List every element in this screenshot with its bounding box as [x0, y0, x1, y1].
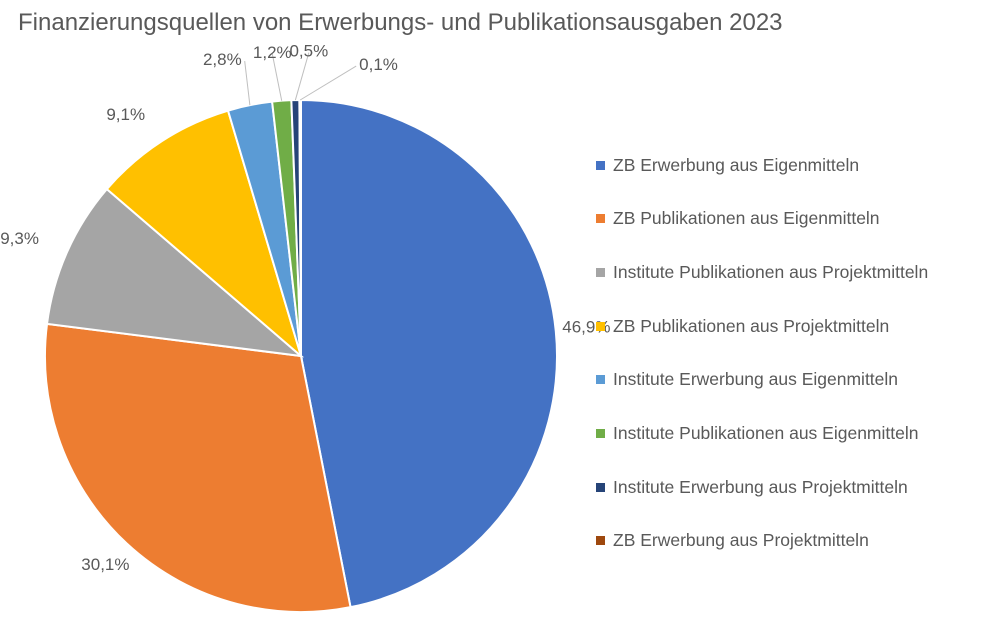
legend-swatch	[596, 321, 605, 331]
pie-slice-institute-publikationen-aus-projektmitteln	[45, 187, 305, 358]
legend-item-institute-erwerbung-aus-eigenmitteln: Institute Erwerbung aus Eigenmitteln	[596, 367, 928, 393]
legend: ZB Erwerbung aus Eigenmitteln ZB Publikat…	[596, 152, 928, 582]
legend-item-institute-erwerbung-aus-projektmitteln: Institute Erwerbung aus Projektmitteln	[596, 474, 928, 500]
data-label-institute-erwerbung-aus-eigenmitteln: 2,8%	[203, 50, 242, 69]
legend-label: Institute Erwerbung aus Eigenmitteln	[613, 369, 899, 390]
legend-label: Institute Erwerbung aus Projektmitteln	[613, 476, 908, 497]
legend-item-zb-erwerbung-aus-eigenmitteln: ZB Erwerbung aus Eigenmitteln	[596, 152, 928, 178]
data-label-institute-erwerbung-aus-projektmitteln: 0,5%	[289, 42, 328, 61]
legend-label: ZB Publikationen aus Eigenmitteln	[613, 208, 880, 229]
chart-title: Finanzierungsquellen von Erwerbungs- und…	[18, 9, 783, 36]
legend-swatch	[596, 267, 605, 277]
data-label-institute-publikationen-aus-projektmitteln: 9,3%	[0, 229, 39, 248]
legend-swatch	[596, 536, 605, 546]
legend-swatch	[596, 214, 605, 224]
legend-swatch	[596, 160, 605, 170]
legend-swatch	[596, 482, 605, 492]
data-label-zb-publikationen-aus-projektmitteln: 9,1%	[106, 105, 145, 124]
legend-label: ZB Erwerbung aus Eigenmitteln	[613, 154, 860, 175]
pie-slice-zb-publikationen-aus-eigenmitteln	[44, 322, 352, 613]
data-label-institute-publikationen-aus-eigenmitteln: 1,2%	[253, 43, 292, 62]
leader-line-institute-erwerbung-aus-eigenmitteln	[244, 60, 251, 106]
legend-label: Institute Publikationen aus Projektmitte…	[613, 261, 929, 282]
leader-line-institute-publikationen-aus-eigenmitteln	[271, 53, 283, 101]
legend-item-institute-publikationen-aus-eigenmitteln: Institute Publikationen aus Eigenmitteln	[596, 420, 928, 446]
legend-swatch	[596, 375, 605, 385]
legend-item-zb-publikationen-aus-eigenmitteln: ZB Publikationen aus Eigenmitteln	[596, 206, 928, 232]
pie-slice-zb-erwerbung-aus-eigenmitteln	[300, 98, 558, 609]
legend-label: ZB Erwerbung aus Projektmitteln	[613, 530, 869, 551]
legend-swatch	[596, 428, 605, 438]
data-label-zb-publikationen-aus-eigenmitteln: 30,1%	[81, 555, 129, 574]
legend-item-zb-erwerbung-aus-projektmitteln: ZB Erwerbung aus Projektmitteln	[596, 528, 928, 554]
legend-label: ZB Publikationen aus Projektmitteln	[613, 315, 890, 336]
pie-slice-zb-publikationen-aus-projektmitteln	[105, 109, 303, 359]
leader-line-zb-erwerbung-aus-projektmitteln	[299, 65, 357, 101]
legend-label: Institute Publikationen aus Eigenmitteln	[613, 422, 919, 443]
legend-item-institute-publikationen-aus-projektmitteln: Institute Publikationen aus Projektmitte…	[596, 259, 928, 285]
leader-line-institute-erwerbung-aus-projektmitteln	[294, 52, 310, 101]
legend-item-zb-publikationen-aus-projektmitteln: ZB Publikationen aus Projektmitteln	[596, 313, 928, 339]
data-label-zb-erwerbung-aus-projektmitteln: 0,1%	[359, 55, 398, 74]
